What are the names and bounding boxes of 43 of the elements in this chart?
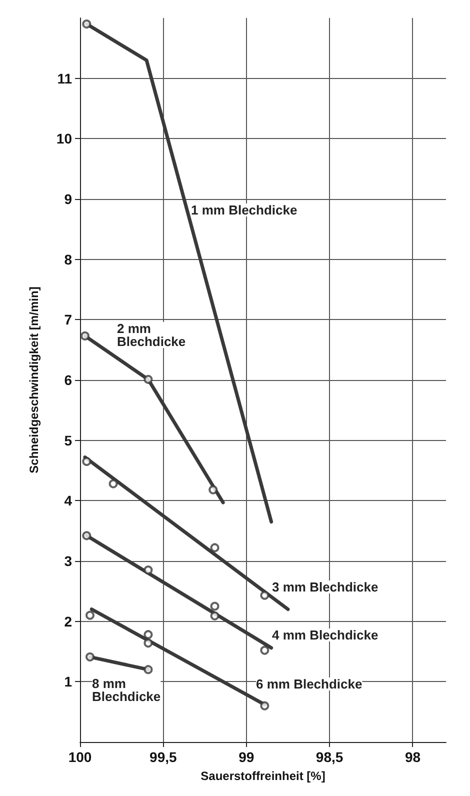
y-tick-label: 4 [64, 492, 72, 509]
point [210, 611, 220, 620]
point [82, 20, 92, 29]
point [85, 610, 94, 620]
annotation: 6 mm Blechdicke [256, 676, 362, 692]
y-tick-label: 5 [64, 432, 72, 448]
x-tick-label: 99,5 [150, 749, 178, 765]
point [260, 646, 270, 655]
y-tick-label: 8 [64, 251, 72, 268]
y-tick-label: 11 [57, 70, 72, 86]
point [144, 638, 153, 648]
annotation: 1 mm Blechdicke [191, 202, 298, 218]
y-tick-label: 3 [64, 553, 72, 569]
x-tick-label: 98 [404, 749, 421, 765]
point [144, 374, 153, 384]
annotation: 4 mm Blechdicke [272, 628, 378, 642]
point [210, 602, 220, 611]
point [208, 485, 218, 494]
point [82, 531, 92, 540]
y-tick-label: 10 [56, 130, 72, 147]
point [144, 630, 153, 640]
x-axis-title: Sauerstoffreinheit [%] [200, 769, 326, 783]
y-tick-label: 2 [64, 613, 72, 630]
x-tick-label: 100 [68, 749, 92, 765]
annotation: 2 mm Blechdicke [117, 321, 186, 349]
point [144, 665, 153, 674]
annotation: 3 mm Blechdicke [272, 580, 378, 594]
point [108, 479, 118, 488]
y-tick-label: 7 [64, 312, 72, 328]
y-tick-label: 6 [64, 372, 72, 388]
point [80, 331, 90, 340]
point [144, 566, 153, 575]
point [260, 590, 270, 600]
point [85, 652, 94, 662]
point [210, 543, 220, 552]
y-axis-title: Schneidgeschwindigkeit [m/min] [27, 286, 41, 474]
point [260, 701, 270, 710]
annotation: 8 mm Blechdicke [92, 676, 161, 704]
point [82, 456, 92, 466]
x-tick-label: 99 [238, 749, 254, 765]
y-tick-label: 1 [64, 674, 72, 690]
x-tick-label: 98,5 [316, 749, 344, 765]
y-tick-label: 9 [64, 191, 72, 207]
